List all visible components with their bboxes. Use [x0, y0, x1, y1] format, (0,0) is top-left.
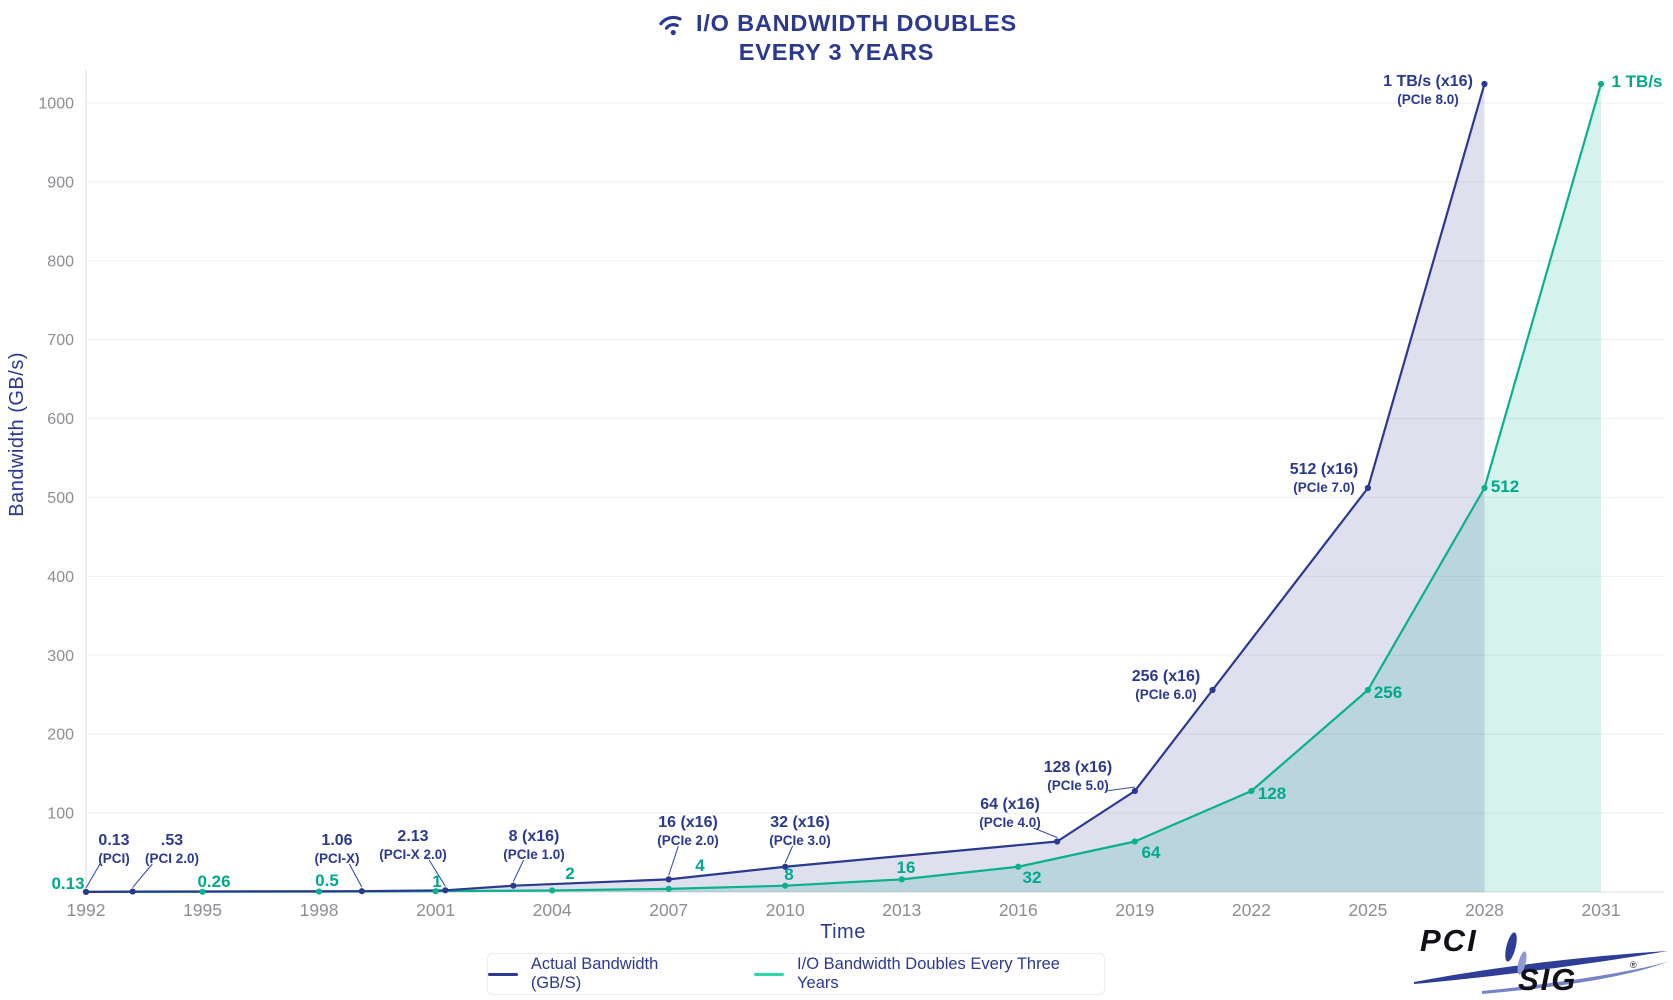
svg-text:200: 200	[47, 727, 74, 744]
svg-text:2028: 2028	[1465, 900, 1504, 920]
data-point-label: 2.13 (PCI-X 2.0)	[379, 827, 447, 862]
legend-label: I/O Bandwidth Doubles Every Three Years	[797, 955, 1060, 992]
data-point-label: 1	[432, 872, 442, 892]
svg-text:2010: 2010	[766, 900, 805, 920]
data-point-label: 1 TB/s	[1611, 72, 1663, 92]
svg-text:2016: 2016	[999, 900, 1038, 920]
data-point-label: 0.13	[51, 874, 85, 894]
data-point-label: 512	[1490, 477, 1520, 497]
svg-text:600: 600	[47, 411, 74, 428]
svg-text:900: 900	[47, 174, 74, 191]
data-point-label: .53 (PCI 2.0)	[144, 831, 200, 866]
y-axis-title: Bandwidth (GB/s)	[6, 352, 28, 517]
data-point-label: 1 TB/s (x16) (PCIe 8.0)	[1383, 72, 1473, 107]
data-point-label: 0.13 (PCI)	[98, 831, 130, 866]
svg-text:500: 500	[47, 490, 74, 507]
legend-swatch-navy	[488, 972, 518, 976]
data-point-label: 64 (x16) (PCIe 4.0)	[979, 795, 1041, 830]
data-point-label: 256	[1373, 683, 1403, 703]
svg-text:1992: 1992	[67, 900, 106, 920]
x-axis-tick-labels: 1992 1995 1998 2001 2004 2007 2010 2013 2016 2019…	[67, 900, 1621, 920]
svg-text:2007: 2007	[649, 900, 688, 920]
data-point-label: 32	[1022, 868, 1042, 888]
title-line-2: EVERY 3 YEARS	[738, 38, 935, 65]
series-points-0	[82, 80, 1488, 895]
legend-item-actual-bandwidth: Actual Bandwidth (GB/S)	[488, 955, 712, 993]
area-fill-1	[86, 84, 1601, 892]
series-line-0	[84, 82, 1486, 893]
svg-text:2019: 2019	[1115, 900, 1154, 920]
svg-text:100: 100	[47, 806, 74, 823]
gridlines	[86, 102, 1664, 814]
svg-text:2013: 2013	[882, 900, 921, 920]
svg-text:400: 400	[47, 569, 74, 586]
data-point-label: 32 (x16) (PCIe 3.0)	[769, 813, 831, 848]
svg-text:2025: 2025	[1348, 900, 1387, 920]
logo-text-sig: SIG	[1518, 962, 1577, 997]
data-point-label: 16	[896, 858, 916, 878]
svg-text:1000: 1000	[38, 95, 74, 112]
legend-item-doubles-every-three-years: I/O Bandwidth Doubles Every Three Years	[754, 955, 1104, 993]
data-point-label: 8 (x16) (PCIe 1.0)	[503, 827, 565, 862]
data-point-label: 16 (x16) (PCIe 2.0)	[657, 813, 719, 848]
legend-label: Actual Bandwidth (GB/S)	[530, 955, 659, 992]
data-point-label: 128 (x16) (PCIe 5.0)	[1043, 758, 1113, 793]
svg-text:2004: 2004	[533, 900, 572, 920]
data-point-label: 256 (x16) (PCIe 6.0)	[1131, 667, 1201, 702]
logo-registered-mark: ®	[1630, 960, 1637, 970]
title-line-1: I/O BANDWIDTH DOUBLES	[696, 10, 1017, 36]
svg-text:800: 800	[47, 253, 74, 270]
x-axis-title: Time	[820, 921, 866, 943]
svg-text:300: 300	[47, 648, 74, 665]
svg-text:2001: 2001	[416, 900, 455, 920]
data-point-label: 4	[695, 856, 705, 876]
data-point-label: 2	[565, 864, 575, 884]
data-point-label: 8	[784, 865, 794, 885]
data-point-label: 0.26	[197, 872, 231, 892]
wifi-icon	[659, 15, 682, 35]
logo-text-pci: PCI	[1420, 923, 1478, 958]
data-point-label: 64	[1141, 843, 1161, 863]
svg-text:2022: 2022	[1232, 900, 1271, 920]
svg-text:1995: 1995	[183, 900, 222, 920]
data-point-label: 0.5	[315, 871, 339, 891]
data-point-label: 128	[1257, 784, 1287, 804]
y-axis-tick-labels: 100 200 300 400 500 600 700 800 900 1000	[38, 95, 74, 822]
pci-sig-logo: PCI SIG ®	[1414, 923, 1670, 997]
svg-text:2031: 2031	[1582, 900, 1621, 920]
svg-text:700: 700	[47, 332, 74, 349]
svg-text:1998: 1998	[300, 900, 339, 920]
annotation-leader-lines	[85, 786, 1135, 889]
legend: Actual Bandwidth (GB/S) I/O Bandwidth Do…	[487, 953, 1105, 995]
data-point-label: 512 (x16) (PCIe 7.0)	[1289, 460, 1359, 495]
data-point-label: 1.06 (PCI-X)	[314, 831, 360, 866]
chart-title: I/O BANDWIDTH DOUBLES EVERY 3 YEARS	[0, 9, 1673, 66]
area-fill-0	[86, 84, 1485, 892]
legend-swatch-teal	[754, 972, 785, 976]
